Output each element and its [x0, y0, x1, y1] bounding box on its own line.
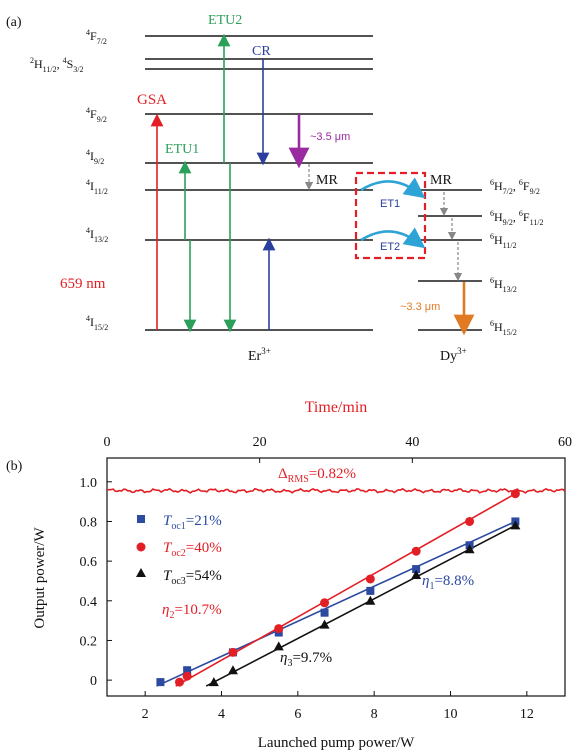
marker-oc3: [319, 619, 330, 629]
marker-oc2: [182, 671, 192, 681]
marker-oc2: [274, 624, 284, 634]
er-emission-label: ~3.5 μm: [310, 131, 350, 143]
dy-label-6h152: 6H15/2: [490, 319, 517, 337]
fit-line-oc1: [156, 520, 516, 687]
marker-oc3: [464, 544, 475, 554]
er-label-4i92: 4I9/2: [86, 148, 104, 166]
dy-label-6h132: 6H13/2: [490, 276, 517, 294]
er-label-2h112-4s32: 2H11/2, 4S3/2: [30, 56, 84, 74]
marker-oc2: [510, 489, 520, 499]
dy-ion-label: Dy3+: [440, 346, 467, 364]
y-tick-label: 0.2: [80, 634, 98, 649]
data-markers: [156, 489, 521, 687]
x-tick-label: 4: [218, 707, 225, 722]
er-level-labels: 4F7/2 2H11/2, 4S3/2 4F9/2 4I9/2 4I11/2 4…: [30, 28, 108, 332]
etu2-label: ETU2: [208, 13, 242, 28]
y-axis-title: Output power/W: [32, 527, 48, 629]
et1-arrow: [360, 177, 426, 199]
y-tick-label: 1.0: [80, 476, 98, 491]
dy-label-6h72-6f92: 6H7/2, 6F9/2: [490, 178, 540, 196]
top-tick-label: 40: [405, 435, 419, 450]
er-label-4f92: 4F9/2: [86, 106, 107, 124]
legend-label-toc2: Toc2=40%: [163, 540, 222, 559]
mr-dy-label: MR: [430, 173, 452, 188]
slope-label-eta3: η3=9.7%: [280, 650, 332, 669]
legend-marker-toc2: [136, 542, 146, 552]
x-tick-label: 6: [294, 707, 301, 722]
et1-label: ET1: [380, 198, 400, 210]
x-axis-title: Launched pump power/W: [258, 735, 415, 751]
marker-oc2: [411, 546, 421, 556]
top-axis-ticks: 0 20 40 60: [104, 435, 572, 463]
marker-oc3: [365, 595, 376, 605]
x-tick-label: 2: [142, 707, 149, 722]
legend-marker-toc3: [136, 568, 146, 577]
et2-label: ET2: [380, 241, 400, 253]
marker-oc3: [227, 665, 238, 675]
legend: Toc1=21% Toc2=40% Toc3=54%: [136, 513, 222, 587]
legend-label-toc3: Toc3=54%: [163, 568, 222, 587]
dy-emission-label: ~3.3 μm: [400, 301, 440, 313]
dy-label-6h112: 6H11/2: [490, 232, 517, 250]
legend-label-toc1: Toc1=21%: [163, 513, 222, 532]
er-label-4i132: 4I13/2: [86, 226, 108, 244]
er-label-4f72: 4F7/2: [86, 28, 107, 46]
marker-oc3: [411, 570, 422, 580]
top-axis-title: Time/min: [305, 399, 368, 416]
panel-a: (a) 4F7/2 2H11/2, 4S3/2 4F9/2 4I9/2 4I11…: [6, 13, 544, 364]
marker-oc1: [183, 666, 192, 675]
marker-oc1: [156, 678, 165, 687]
slope-label-eta2: η2=10.7%: [162, 602, 222, 621]
er-ion-label: Er3+: [248, 346, 271, 364]
marker-oc1: [320, 608, 329, 617]
marker-oc1: [366, 586, 375, 595]
marker-oc2: [175, 677, 185, 687]
stability-rms-label: ΔRMS=0.82%: [278, 466, 356, 485]
marker-oc3: [208, 677, 219, 687]
etu1-label: ETU1: [165, 142, 199, 157]
x-tick-label: 8: [371, 707, 378, 722]
marker-oc3: [510, 520, 521, 530]
left-axis-ticks: 0 0.2 0.4 0.6 0.8 1.0: [80, 476, 112, 689]
dy-level-labels: 6H7/2, 6F9/2 6H9/2, 6F11/2 6H11/2 6H13/2…: [490, 178, 544, 337]
marker-oc2: [228, 647, 238, 657]
marker-oc2: [365, 574, 375, 584]
y-tick-label: 0.6: [80, 555, 98, 570]
panel-a-label: (a): [6, 15, 22, 30]
x-tick-label: 10: [444, 707, 458, 722]
cr-label: CR: [252, 44, 271, 59]
y-tick-label: 0.4: [80, 595, 98, 610]
slope-label-eta1: η1=8.8%: [422, 573, 474, 592]
stability-trace: [106, 487, 566, 494]
top-tick-label: 0: [104, 435, 111, 450]
marker-oc1: [412, 565, 421, 574]
x-tick-label: 12: [520, 707, 534, 722]
marker-oc3: [273, 641, 284, 651]
marker-oc2: [320, 598, 330, 608]
er-label-4i112: 4I11/2: [86, 178, 108, 196]
y-tick-label: 0.8: [80, 515, 98, 530]
plot-frame: [106, 457, 566, 697]
gsa-label: GSA: [137, 92, 167, 108]
er-label-4i152: 4I15/2: [86, 314, 108, 332]
legend-marker-toc1: [137, 515, 145, 523]
fit-line-oc2: [175, 493, 516, 687]
y-tick-label: 0: [90, 674, 97, 689]
top-tick-label: 20: [253, 435, 267, 450]
energy-transfer-box: [354, 171, 427, 260]
top-tick-label: 60: [558, 435, 572, 450]
et2-arrow: [360, 227, 426, 249]
panel-b-label: (b): [6, 459, 23, 474]
bottom-axis-ticks: 2 4 6 8 10 12: [142, 691, 534, 722]
panel-b: (b) Time/min 0 20 40 60 2 4 6 8 10 12 Launched p…: [6, 399, 572, 751]
fit-line-oc3: [205, 524, 516, 687]
marker-oc2: [465, 516, 475, 526]
er-levels: [145, 35, 373, 331]
pump-wavelength-label: 659 nm: [60, 276, 106, 292]
mr-er-label: MR: [316, 173, 338, 188]
dy-label-6h92-6f112: 6H9/2, 6F11/2: [490, 209, 544, 227]
